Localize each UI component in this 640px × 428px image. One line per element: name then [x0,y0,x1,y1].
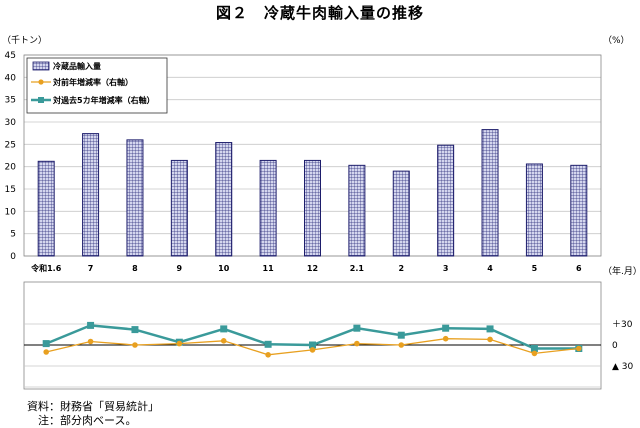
line-plot-frame [23,281,602,390]
bar [348,164,366,257]
bar [481,129,499,257]
yoy-point [309,347,316,353]
bar [304,159,321,257]
y-tick-label: 25 [5,140,16,150]
x-tick-label: 2 [398,264,404,273]
five-year-point [264,340,272,348]
bar [570,164,588,257]
left-axis-unit: （千トン） [2,36,48,46]
bar [215,142,233,257]
y2-tick-label: ▲ 30 [612,362,634,372]
yoy-point [442,335,449,342]
five-year-point [442,324,450,332]
x-tick-label: 6 [576,264,582,273]
x-tick-label: 12 [307,264,318,273]
line-plot-area: ＋30 0 ▲ 30 [23,281,634,390]
five-year-point [486,325,494,333]
five-year-point [131,326,139,334]
legend-label-five-year: 対過去5カ年増減率（右軸） [52,95,155,105]
legend-swatch-bar [32,61,50,71]
five-year-point [220,325,228,333]
y-tick-label: 45 [5,51,16,61]
five-year-point [309,341,316,349]
yoy-point [487,336,493,343]
y-tick-label: 40 [5,73,17,83]
y-tick-label: 20 [5,163,17,173]
x-tick-label: 4 [487,264,493,273]
legend-box [26,57,168,114]
yoy-point [220,338,227,344]
legend-label-yoy: 対前年増減率（右軸） [52,77,133,87]
x-tick-label: 11 [263,264,275,273]
legend-marker-yoy [38,79,44,85]
x-tick-label: 2.1 [350,264,365,273]
bar [437,144,455,257]
y-tick-label: 0 [10,252,16,262]
bar [126,139,144,257]
five-year-point [87,321,95,329]
five-year-point [530,345,538,352]
legend-marker-five-year [38,97,44,103]
y-tick-label: 10 [5,207,17,217]
y-tick-label: 5 [10,230,16,240]
yoy-point [354,340,360,347]
yoy-point [87,338,94,345]
legend-label-bar: 冷蔵品輸入量 [53,61,101,71]
bar [82,133,100,257]
x-tick-label: 9 [177,264,183,273]
bar [37,160,55,257]
page-title: 図２ 冷蔵牛肉輸入量の推移 [215,4,424,22]
x-tick-label: 令和1.6 [30,263,62,273]
yoy-point [176,340,183,347]
y-tick-label: 30 [5,118,17,128]
x-tick-label: 3 [443,264,449,273]
right-axis-unit: （%） [603,36,630,46]
x-tick-label: 8 [132,264,138,273]
x-tick-label: 10 [218,264,230,273]
five-year-point [353,324,361,332]
bar [170,159,188,257]
five-year-point [42,340,50,348]
yoy-point [576,345,582,352]
yoy-point [531,350,538,357]
bar [525,163,543,257]
bar [392,170,410,257]
y2-tick-label: 0 [612,341,618,351]
yoy-point [265,352,271,358]
yoy-point [398,342,405,348]
y2-tick-label: ＋30 [612,319,633,330]
source-note: 資料：財務省「貿易統計」 [27,400,159,413]
x-tick-label: 7 [88,264,94,273]
yoy-point [132,342,138,348]
y-tick-label: 35 [5,96,16,106]
x-tick-label: 5 [532,264,538,273]
bar [259,159,277,257]
yoy-point [43,349,49,355]
y-tick-label: 15 [5,185,16,195]
five-year-point [397,331,405,339]
footnote: 注：部分肉ベース。 [27,414,137,427]
x-axis-unit: （年.月） [603,267,640,277]
